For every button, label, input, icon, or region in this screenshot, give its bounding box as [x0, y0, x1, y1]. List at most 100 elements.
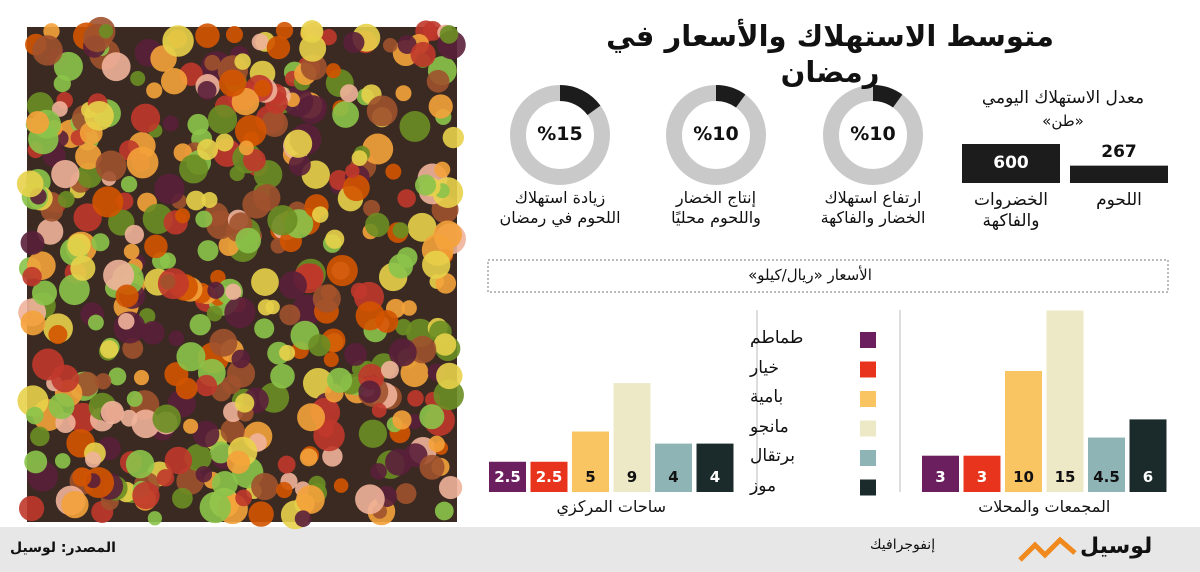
- fruit: [186, 190, 206, 211]
- chart-title: الأسعار «ريال/كيلو»: [748, 266, 872, 284]
- fruit: [322, 446, 343, 467]
- fruit: [433, 333, 457, 356]
- fruit: [57, 190, 75, 208]
- value-label: 5: [585, 468, 596, 486]
- fruit: [288, 153, 311, 176]
- fruit: [32, 35, 63, 66]
- fruit: [426, 69, 450, 93]
- fruit: [95, 150, 127, 182]
- fruit: [365, 212, 390, 238]
- bar: [489, 461, 526, 492]
- fruit: [124, 224, 145, 245]
- fruit: [267, 205, 298, 236]
- legend-swatch: [860, 450, 876, 466]
- category-label: الخضروات والفاكهة: [974, 190, 1048, 232]
- fruit: [323, 351, 339, 368]
- fruit: [254, 318, 275, 339]
- fruit: [234, 53, 251, 70]
- bar: [1070, 165, 1168, 183]
- fruit: [210, 269, 226, 286]
- fruit: [22, 266, 42, 287]
- brand: لوسيل: [1080, 534, 1153, 559]
- fruit: [140, 321, 165, 345]
- fruit: [154, 173, 185, 205]
- bar: [962, 144, 1060, 183]
- fruit: [159, 252, 177, 269]
- legend-label: موز: [750, 475, 777, 496]
- category-label: ارتفاع استهلاك الخضار والفاكهة: [820, 188, 926, 227]
- fruit: [117, 313, 135, 330]
- fruit: [251, 472, 279, 501]
- fruit: [30, 426, 50, 447]
- fruit: [265, 299, 280, 315]
- value-label: %10: [693, 123, 739, 145]
- fruit: [345, 163, 360, 179]
- fruit: [225, 26, 243, 44]
- fruit: [270, 363, 295, 389]
- fruit: [144, 234, 168, 259]
- category-label: المجمعات والمحلات: [978, 497, 1111, 516]
- fruit: [206, 210, 235, 240]
- fruit: [382, 37, 398, 53]
- bar: [922, 455, 959, 492]
- fruit: [197, 138, 219, 161]
- fruit: [242, 190, 271, 219]
- fruit: [133, 370, 150, 386]
- title: متوسط الاستهلاك والأسعار في رمضان: [606, 19, 1054, 90]
- fruit: [385, 163, 402, 180]
- fruit: [355, 484, 385, 515]
- fruit: [215, 133, 234, 152]
- fruit: [388, 338, 417, 367]
- fruit: [48, 393, 75, 420]
- fruit: [343, 174, 370, 202]
- fruit: [76, 162, 103, 189]
- source: المصدر: لوسيل: [10, 540, 116, 556]
- fruit: [366, 95, 398, 127]
- value-label: 15: [1054, 468, 1076, 486]
- fruit: [294, 510, 312, 528]
- fruit: [380, 360, 399, 379]
- category-label: زيادة استهلاك اللحوم في رمضان: [499, 188, 621, 227]
- fruit: [220, 418, 245, 444]
- fruit: [436, 362, 463, 390]
- value-label: 2.5: [535, 468, 563, 486]
- fruit: [37, 218, 64, 245]
- fruit: [343, 31, 365, 54]
- fruit: [195, 23, 220, 48]
- fruit: [325, 229, 345, 249]
- fruit: [299, 34, 327, 62]
- fruit: [207, 281, 225, 299]
- legend-label: طماطم: [750, 328, 804, 348]
- bar: [1046, 310, 1084, 492]
- fruit: [130, 103, 161, 133]
- fruit: [48, 325, 68, 345]
- value-label: 3: [935, 468, 946, 486]
- prices-box: [487, 259, 1169, 293]
- fruit: [26, 111, 50, 134]
- fruit: [439, 25, 459, 44]
- value-label: 2.5: [494, 468, 521, 486]
- bar: [696, 443, 734, 492]
- fruit: [160, 274, 176, 290]
- fruit: [299, 448, 318, 467]
- fruit: [152, 404, 181, 433]
- fruit: [300, 54, 327, 81]
- fruit: [211, 470, 238, 497]
- bar: [1129, 419, 1167, 492]
- donut-segment: [872, 85, 903, 108]
- fruit: [226, 450, 251, 474]
- fruit: [327, 367, 353, 393]
- fruit: [85, 451, 102, 468]
- fruit: [18, 495, 45, 522]
- fruit: [235, 227, 261, 254]
- fruit: [175, 377, 198, 400]
- fruit: [251, 268, 279, 296]
- fruit: [54, 453, 71, 469]
- fruit: [115, 284, 139, 308]
- fruit: [24, 450, 48, 474]
- fruit: [392, 410, 412, 430]
- fruit: [395, 85, 412, 102]
- fruit: [363, 199, 380, 217]
- fruit: [419, 454, 445, 480]
